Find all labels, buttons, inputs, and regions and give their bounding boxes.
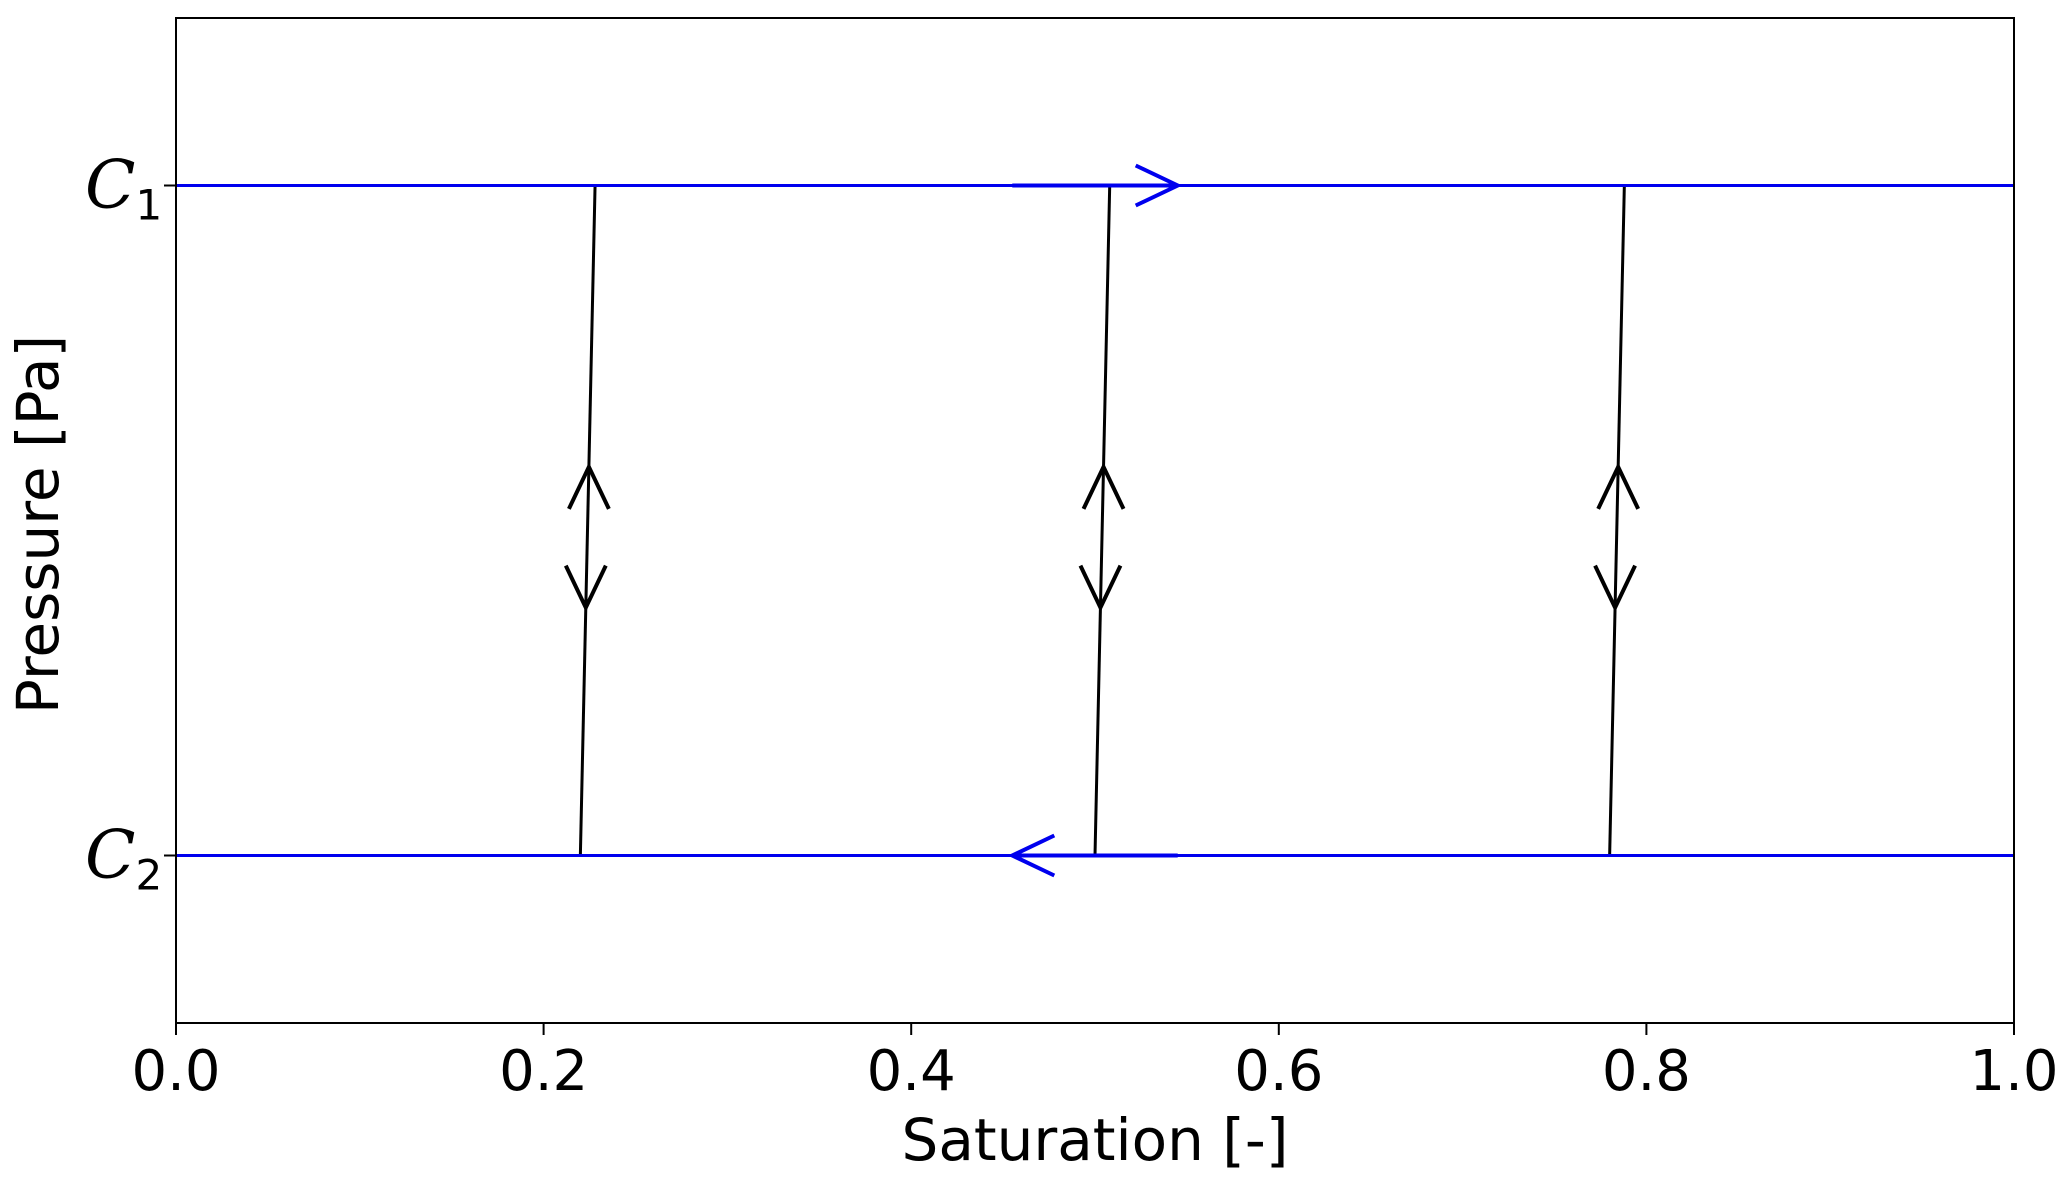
arrow-left-icon [1007, 833, 1056, 878]
y-level-symbol: C [85, 817, 136, 894]
transition-line-1 [578, 185, 597, 856]
arrow-down-icon [1078, 564, 1123, 613]
y-level-label: C1 [85, 147, 162, 230]
x-tick-label: 0.4 [867, 1039, 956, 1104]
y-level-subscript: 1 [136, 181, 163, 230]
x-tick-label: 0.2 [499, 1039, 588, 1104]
x-axis-label: Saturation [-] [902, 1106, 1289, 1174]
arrow-up-icon [567, 462, 611, 510]
transition-line-2 [1093, 185, 1112, 856]
arrow-up-icon [1596, 462, 1640, 510]
x-axis: 0.0 0.2 0.4 0.6 0.8 1.0 [131, 1023, 2059, 1104]
plot-frame [175, 17, 2015, 1024]
arrow-down-icon [1593, 564, 1637, 613]
y-level-label: C2 [85, 817, 162, 900]
y-level-subscript: 2 [136, 851, 163, 900]
arrow-right-icon [1134, 163, 1183, 208]
y-level-symbol: C [85, 147, 136, 224]
x-tick-label: 1.0 [1969, 1039, 2058, 1104]
x-tick-label: 0.6 [1234, 1039, 1323, 1104]
y-axis-label: Pressure [Pa] [4, 335, 72, 714]
x-tick-label: 0.0 [131, 1039, 220, 1104]
transition-line-3 [1608, 185, 1626, 856]
arrow-up-icon [1081, 462, 1126, 510]
plot-area [176, 163, 2014, 878]
arrow-down-icon [563, 564, 608, 613]
x-tick-label: 0.8 [1602, 1039, 1691, 1104]
